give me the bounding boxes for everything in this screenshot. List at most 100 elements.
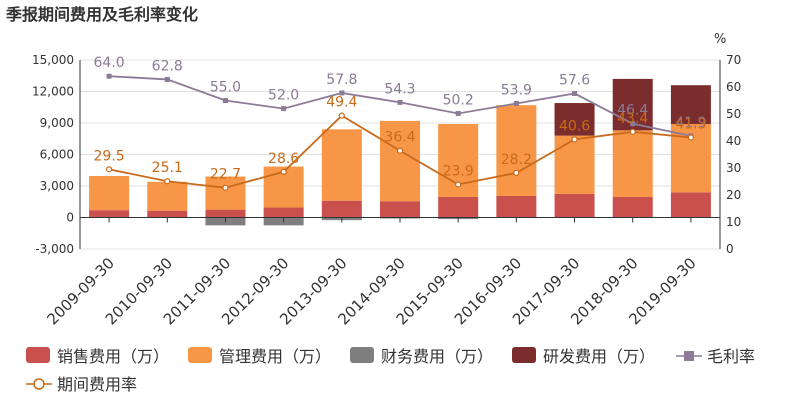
- series-point: [222, 184, 229, 191]
- legend-item: 销售费用（万）: [26, 347, 169, 366]
- data-label: 25.1: [152, 160, 183, 176]
- legend-label: 财务费用（万）: [381, 347, 493, 366]
- series-point: [396, 147, 404, 154]
- legend-item: 期间费用率: [26, 375, 137, 394]
- series-point: [687, 134, 695, 141]
- bar-segment: [554, 193, 595, 218]
- data-labels: 64.0 62.8 55.0 52.0 57.8 54.3 50.2 53.9 57.6 46.4…: [94, 55, 707, 183]
- data-label: 57.8: [326, 72, 357, 88]
- bar-segment: [89, 210, 130, 218]
- series-point: [455, 110, 461, 116]
- data-label: 55.0: [210, 80, 241, 96]
- data-label: 29.5: [94, 148, 125, 164]
- series-point: [455, 181, 462, 188]
- data-label: 28.2: [501, 152, 532, 168]
- bar-segment: [147, 181, 188, 211]
- legend-label: 研发费用（万）: [543, 347, 655, 366]
- y-right-tick-label: 50: [726, 107, 741, 121]
- bar-segment: [321, 200, 362, 218]
- bar-segment: [496, 195, 537, 218]
- data-label: 28.6: [268, 151, 299, 167]
- data-label: 49.4: [326, 95, 357, 111]
- series-point: [338, 112, 345, 119]
- data-label: 53.9: [501, 82, 532, 98]
- y-right-tick-label: 70: [726, 53, 741, 67]
- series-point: [280, 168, 287, 175]
- data-label: 41.9: [675, 115, 706, 131]
- data-label: 46.4: [617, 103, 648, 119]
- series-point: [513, 169, 520, 176]
- legend-label: 期间费用率: [57, 375, 137, 394]
- legend-swatch: [350, 347, 374, 363]
- data-label: 22.7: [210, 167, 241, 183]
- bar-segment: [89, 176, 130, 211]
- series-point: [281, 106, 287, 112]
- bar-segment: [205, 176, 246, 210]
- y-left-tick-label: 12,000: [32, 85, 74, 99]
- legend-swatch-marker: [33, 378, 45, 390]
- bar-segment: [670, 85, 711, 125]
- series-point: [339, 90, 345, 96]
- legend-swatch: [512, 347, 536, 363]
- data-label: 57.6: [559, 72, 590, 88]
- data-label: 41.3: [675, 116, 706, 132]
- legend-label: 管理费用（万）: [219, 347, 331, 366]
- series-point: [106, 73, 112, 79]
- bar-segment: [496, 105, 537, 196]
- legend-swatch: [188, 347, 212, 363]
- series-point: [571, 136, 578, 143]
- series-point: [222, 98, 228, 103]
- data-label: 40.6: [559, 118, 590, 134]
- legend-swatch: [26, 347, 50, 363]
- bar-segment: [438, 197, 479, 218]
- legend-swatch-marker: [684, 351, 694, 361]
- y-right-tick-label: 20: [726, 188, 741, 202]
- lines: [105, 73, 695, 191]
- y-right-tick-label: 10: [726, 215, 741, 229]
- data-label: 43.4: [617, 111, 648, 127]
- legend-item: 毛利率: [676, 347, 755, 366]
- bar-segment: [205, 209, 246, 218]
- bar-segment: [612, 130, 653, 198]
- data-label: 23.9: [443, 163, 474, 179]
- chart-title: 季报期间费用及毛利率变化: [5, 5, 198, 24]
- y-left-tick-label: -3,000: [35, 242, 74, 256]
- legend-item: 研发费用（万）: [512, 347, 655, 366]
- y-left-tick-label: 0: [66, 211, 74, 225]
- y-right-tick-label: 40: [726, 134, 741, 148]
- y-left-tick-label: 6,000: [40, 148, 74, 162]
- series-point: [397, 99, 403, 105]
- bar-segment: [263, 207, 304, 218]
- series-point: [164, 76, 170, 82]
- legend-item: 财务费用（万）: [350, 347, 493, 366]
- y-right-tick-label: 0: [726, 242, 734, 256]
- data-label: 52.0: [268, 88, 299, 104]
- data-label: 64.0: [94, 55, 125, 71]
- bar-segment: [380, 201, 420, 218]
- bar-segment: [321, 129, 362, 201]
- data-label: 54.3: [384, 81, 415, 97]
- series-point: [513, 100, 519, 106]
- series-point: [630, 121, 636, 127]
- legend-label: 销售费用（万）: [57, 347, 169, 366]
- y-left-tick-label: 15,000: [32, 53, 74, 67]
- bar-segment: [147, 210, 188, 218]
- y-left-tick-label: 3,000: [40, 179, 74, 193]
- right-axis-unit: %: [714, 32, 726, 47]
- bar-segment: [554, 135, 595, 194]
- legend-label: 毛利率: [707, 347, 755, 366]
- series-point: [572, 90, 578, 96]
- y-right-tick-label: 60: [726, 80, 741, 94]
- bar-segment: [612, 197, 653, 218]
- bar-segment: [554, 103, 595, 136]
- data-label: 62.8: [152, 58, 183, 74]
- bar-segment: [670, 192, 711, 218]
- data-label: 36.4: [384, 130, 415, 146]
- y-left-tick-label: 9,000: [40, 116, 74, 130]
- data-label: 50.2: [443, 92, 474, 108]
- bar-segment: [380, 120, 420, 202]
- series-point: [164, 178, 171, 185]
- legend-item: 管理费用（万）: [188, 347, 331, 366]
